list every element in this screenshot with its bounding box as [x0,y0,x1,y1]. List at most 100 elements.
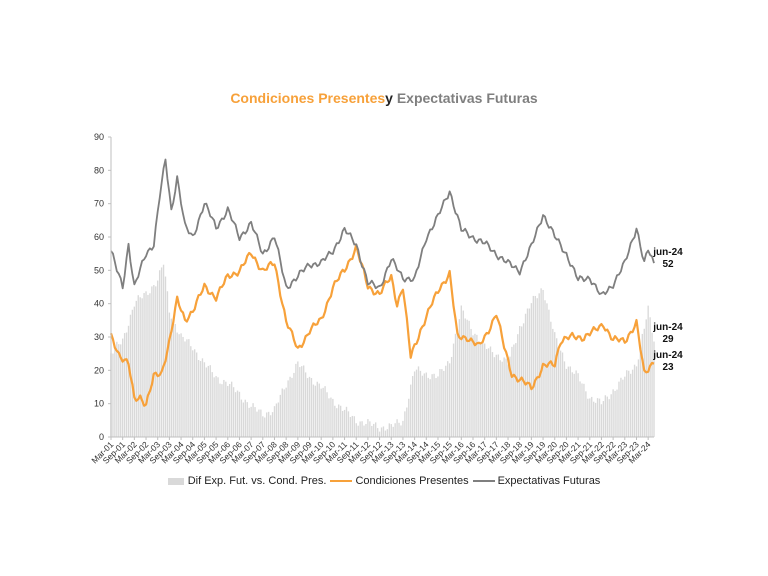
diff-bar [318,383,320,437]
diff-bar [464,318,466,437]
diff-bar [462,310,464,437]
diff-bar [112,353,114,437]
diff-bar [135,300,137,437]
diff-bar [384,430,387,437]
diff-bar [425,372,427,437]
diff-bar [269,415,272,437]
diff-bar [472,335,474,437]
diff-bar [279,394,281,437]
diff-bar [215,376,217,437]
diff-bar [415,369,418,437]
diff-bar [653,341,655,437]
diff-bar [552,328,554,437]
diff-bar [507,364,509,437]
condiciones-presentes-line [109,243,655,407]
diff-bar [116,341,118,437]
diff-bar [343,409,346,437]
diff-bar [501,361,503,437]
diff-bar [242,402,245,437]
diff-bar [602,401,605,437]
diff-bar [283,389,285,437]
diff-bar [326,392,328,437]
diff-bar [394,423,396,437]
diff-bar [149,293,151,437]
diff-bar [291,377,293,437]
diff-bar [546,303,548,437]
diff-bar [277,402,280,437]
diff-bar [524,313,527,437]
diff-bar [205,367,208,437]
diff-bar [386,429,389,437]
diff-bar [145,291,147,437]
y-tick-label: 10 [94,399,104,409]
diff-bar [635,366,638,437]
diff-bar [639,345,642,437]
end-label-expectativas-date: jun-24 [653,247,683,258]
diff-bar [176,332,178,437]
legend-item-expectativas: Expectativas Futuras [472,475,600,487]
diff-bar [431,374,433,437]
diff-bar [579,381,581,437]
diff-bar [355,423,357,437]
diff-bar [454,333,457,437]
diff-bar [143,293,145,437]
diff-bar [392,426,394,437]
diff-bar [515,343,517,437]
diff-bar [203,362,206,437]
diff-bar [207,365,209,437]
legend-label-condiciones: Condiciones Presentes [355,475,469,487]
diff-bar [244,399,246,437]
diff-bar [238,391,241,437]
diff-bar [411,376,414,437]
y-tick-label: 70 [94,199,104,209]
diff-bar [341,410,344,437]
diff-bar [157,280,159,437]
legend-swatch-bar [167,477,184,485]
diff-bar [122,338,124,437]
diff-bar [303,365,305,437]
diff-bar [225,381,227,437]
diff-bar [408,398,410,437]
diff-bar [184,341,186,437]
diff-bar [232,387,235,437]
diff-bar [631,369,634,437]
diff-bar [273,406,276,437]
diff-bar [534,295,536,437]
diff-bar [598,398,601,437]
diff-bar [339,405,342,437]
diff-bar [624,376,626,437]
diff-bar [429,379,431,437]
diff-bar [123,333,126,437]
diff-bar [322,387,324,437]
diff-bar [240,399,243,437]
diff-bar [375,422,377,437]
diff-bar [592,401,595,437]
diff-bar [417,366,420,437]
diff-bar [127,325,130,437]
end-label-diferencia: jun-24 29 [651,322,685,346]
diff-bar [520,326,523,437]
diff-bar [443,370,445,437]
diff-bar [264,417,266,437]
diff-bar [363,425,365,437]
diff-bar [554,332,556,437]
diff-bar [538,293,540,437]
diff-bar [197,359,200,437]
diff-bar [297,361,299,437]
diff-bar [131,309,134,437]
diff-bar [445,365,447,437]
chart-legend: Dif Exp. Fut. vs. Cond. Pres. Condicione… [0,475,768,487]
y-tick-label: 40 [94,299,104,309]
diff-bar [293,372,295,437]
end-label-diferencia-value: 29 [662,334,674,345]
diff-bar [641,333,643,437]
diff-bar [493,357,496,437]
diff-bar [437,376,439,437]
diff-bar [267,411,270,437]
diff-bar [182,336,184,437]
diff-bar [221,384,223,437]
diff-bar [491,352,494,437]
diff-bar [643,328,645,437]
diff-bar [482,340,484,437]
